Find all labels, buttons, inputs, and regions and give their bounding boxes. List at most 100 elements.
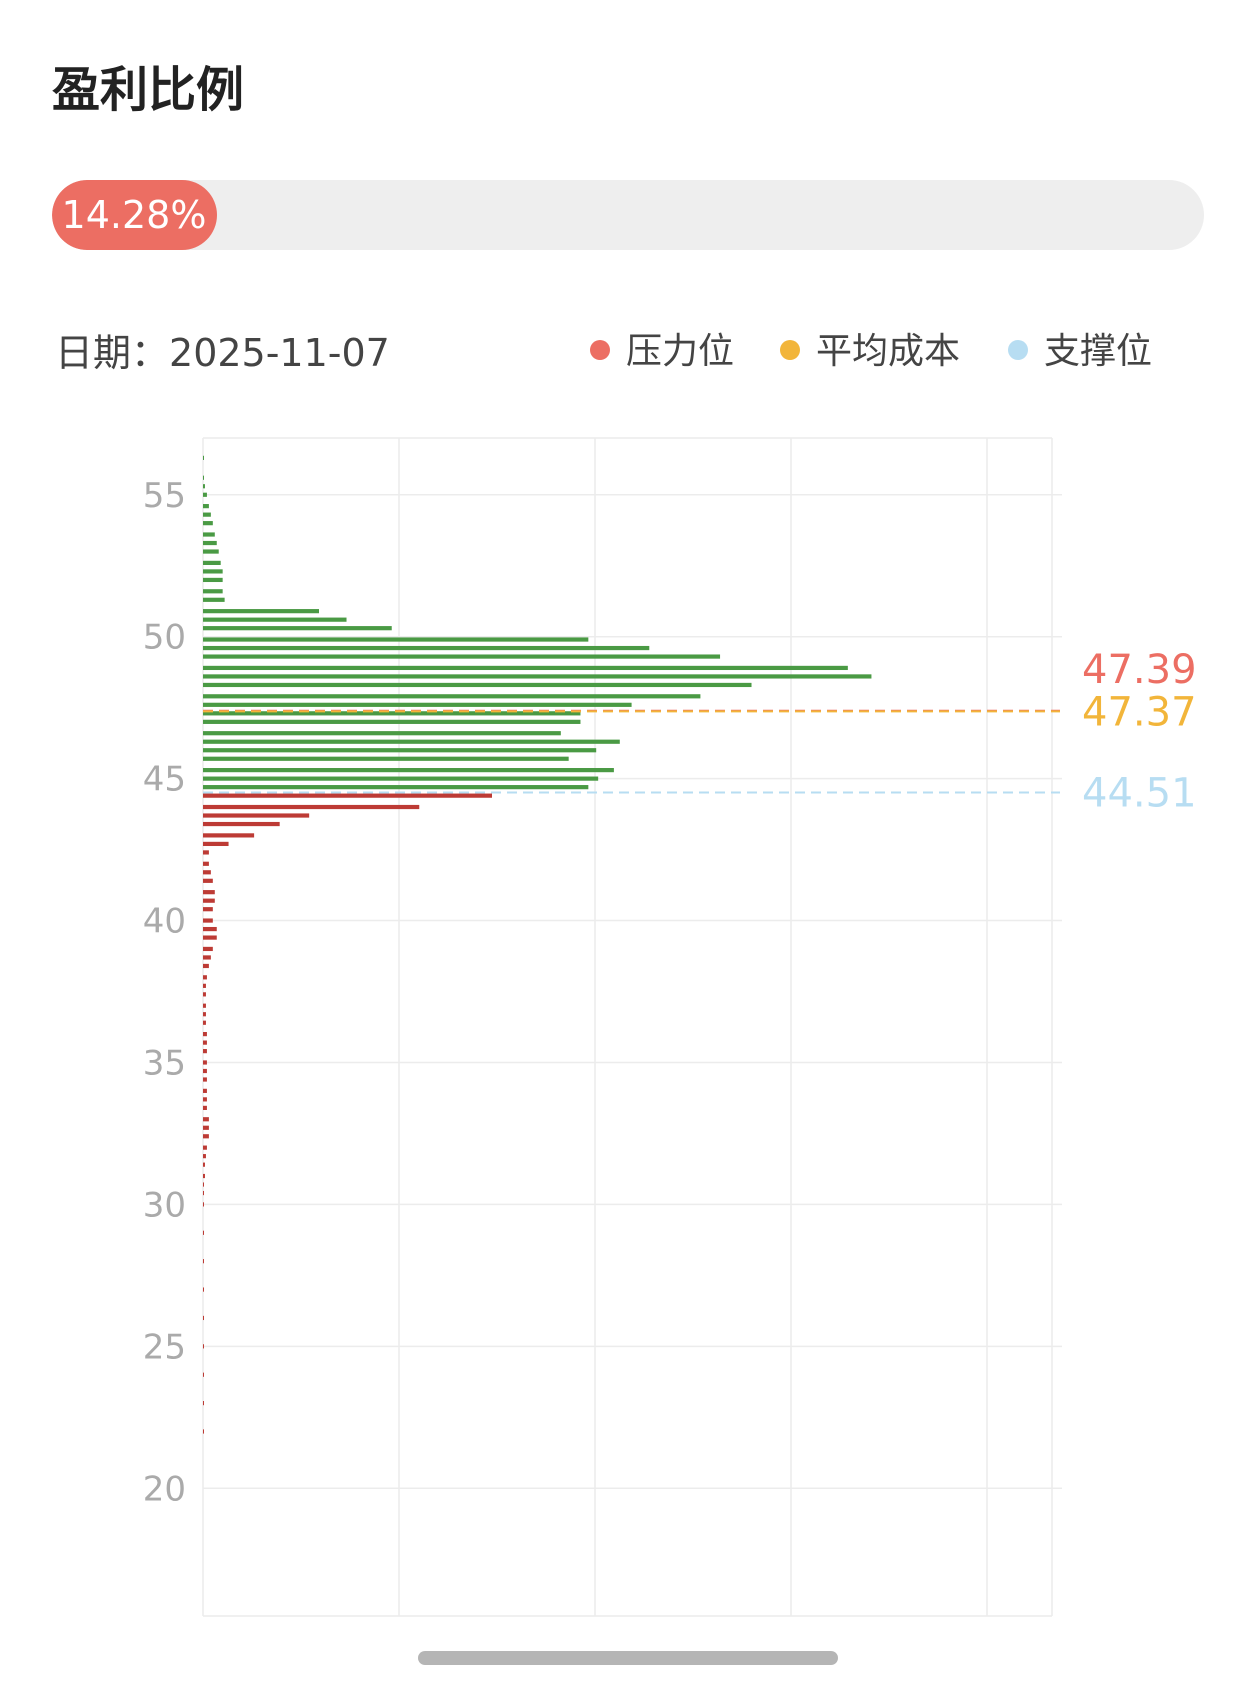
bar-profit (203, 637, 589, 642)
bar-loss (203, 1125, 209, 1130)
y-tick-label: 50 (143, 618, 186, 658)
bar-profit (203, 768, 614, 773)
page-title: 盈利比例 (52, 62, 245, 118)
legend-label-support: 支撑位 (1044, 331, 1153, 372)
bar-profit (203, 665, 848, 671)
bar-profit (203, 609, 319, 614)
bar-loss (203, 1088, 207, 1093)
bar-loss (203, 1202, 204, 1207)
date-value: 2025-11-07 (169, 331, 390, 375)
bar-loss (203, 1182, 204, 1187)
y-tick-label: 40 (143, 902, 186, 942)
legend-dot-support (1008, 340, 1028, 360)
bar-profit (203, 748, 597, 753)
bar-loss (203, 1429, 204, 1434)
bar-loss (203, 1105, 207, 1110)
bar-profit (203, 512, 211, 517)
bar-loss (203, 804, 420, 810)
bar-loss (203, 1401, 204, 1406)
profit-ratio-fill (52, 180, 217, 250)
bar-loss (203, 1230, 204, 1235)
legend-item-resistance[interactable]: 压力位 (590, 322, 734, 374)
bar-loss (203, 878, 213, 883)
bar-profit (203, 589, 223, 594)
profit-ratio-label: 14.28% (61, 193, 207, 237)
y-tick-label: 35 (143, 1043, 186, 1083)
y-tick-label: 25 (143, 1327, 186, 1367)
bar-loss (203, 870, 211, 875)
bar-loss (203, 821, 280, 827)
bar-profit (203, 719, 581, 724)
bar-profit (203, 560, 221, 565)
date-label: 日期： (55, 331, 170, 375)
bar-profit (203, 577, 223, 583)
bar-profit (203, 694, 701, 699)
bar-profit (203, 731, 561, 736)
bar-loss (203, 833, 255, 838)
bar-profit (203, 532, 215, 537)
home-indicator[interactable] (418, 1651, 838, 1665)
bar-loss (203, 975, 207, 980)
bar-profit (203, 484, 205, 489)
bar-loss (203, 1287, 204, 1292)
bar-profit (203, 739, 620, 744)
bar-loss (203, 1003, 206, 1008)
bar-profit (203, 785, 589, 790)
bar-profit (203, 455, 204, 460)
bar-profit (203, 540, 217, 546)
bar-loss (203, 926, 217, 932)
bar-loss (203, 1162, 205, 1167)
legend-dot-average-cost (780, 340, 800, 360)
reference-label: 44.51 (1082, 771, 1197, 817)
bar-loss (203, 983, 206, 988)
bar-loss (203, 1154, 206, 1159)
bar-loss (203, 935, 217, 940)
bar-profit (203, 549, 219, 554)
bar-loss (203, 907, 213, 912)
bar-loss (203, 1049, 207, 1054)
bar-loss (203, 1060, 207, 1065)
bar-loss (203, 946, 213, 952)
bar-profit (203, 504, 209, 509)
bar-loss (203, 1117, 209, 1122)
bar-loss (203, 813, 310, 818)
bar-loss (203, 1145, 207, 1150)
bar-loss (203, 861, 209, 866)
bar-profit (203, 702, 632, 707)
bar-loss (203, 1190, 204, 1196)
bar-loss (203, 1077, 207, 1082)
bar-loss (203, 793, 493, 798)
bar-profit (203, 674, 872, 679)
bar-loss (203, 890, 215, 895)
bar-profit (203, 521, 213, 526)
bar-profit (203, 711, 581, 716)
legend-label-average-cost: 平均成本 (816, 331, 961, 372)
bar-loss (203, 1040, 207, 1045)
reference-label: 47.37 (1082, 689, 1197, 735)
bar-loss (203, 1012, 206, 1017)
y-tick-label: 20 (143, 1469, 186, 1509)
bar-profit (203, 597, 225, 602)
bar-loss (203, 1259, 204, 1264)
bar-profit (203, 756, 569, 761)
bar-loss (203, 898, 215, 903)
reference-label: 47.39 (1082, 647, 1197, 693)
date-row: 日期：2025-11-07 (55, 322, 390, 377)
bar-loss (203, 955, 211, 960)
y-tick-label: 30 (143, 1185, 186, 1225)
bar-loss (203, 1068, 207, 1074)
bar-loss (203, 992, 206, 997)
legend-item-average-cost[interactable]: 平均成本 (780, 322, 960, 374)
bar-loss (203, 963, 209, 969)
bar-loss (203, 1097, 207, 1102)
bar-loss (203, 1315, 204, 1321)
bar-loss (203, 1344, 204, 1349)
bar-loss (203, 850, 209, 855)
bar-profit (203, 682, 752, 688)
bar-profit (203, 654, 721, 659)
bar-loss (203, 1173, 205, 1179)
legend-item-support[interactable]: 支撑位 (1008, 322, 1152, 374)
y-tick-label: 45 (143, 760, 186, 800)
legend-label-resistance: 压力位 (626, 331, 735, 372)
profit-ratio-bar: 14.28% (52, 180, 1204, 250)
